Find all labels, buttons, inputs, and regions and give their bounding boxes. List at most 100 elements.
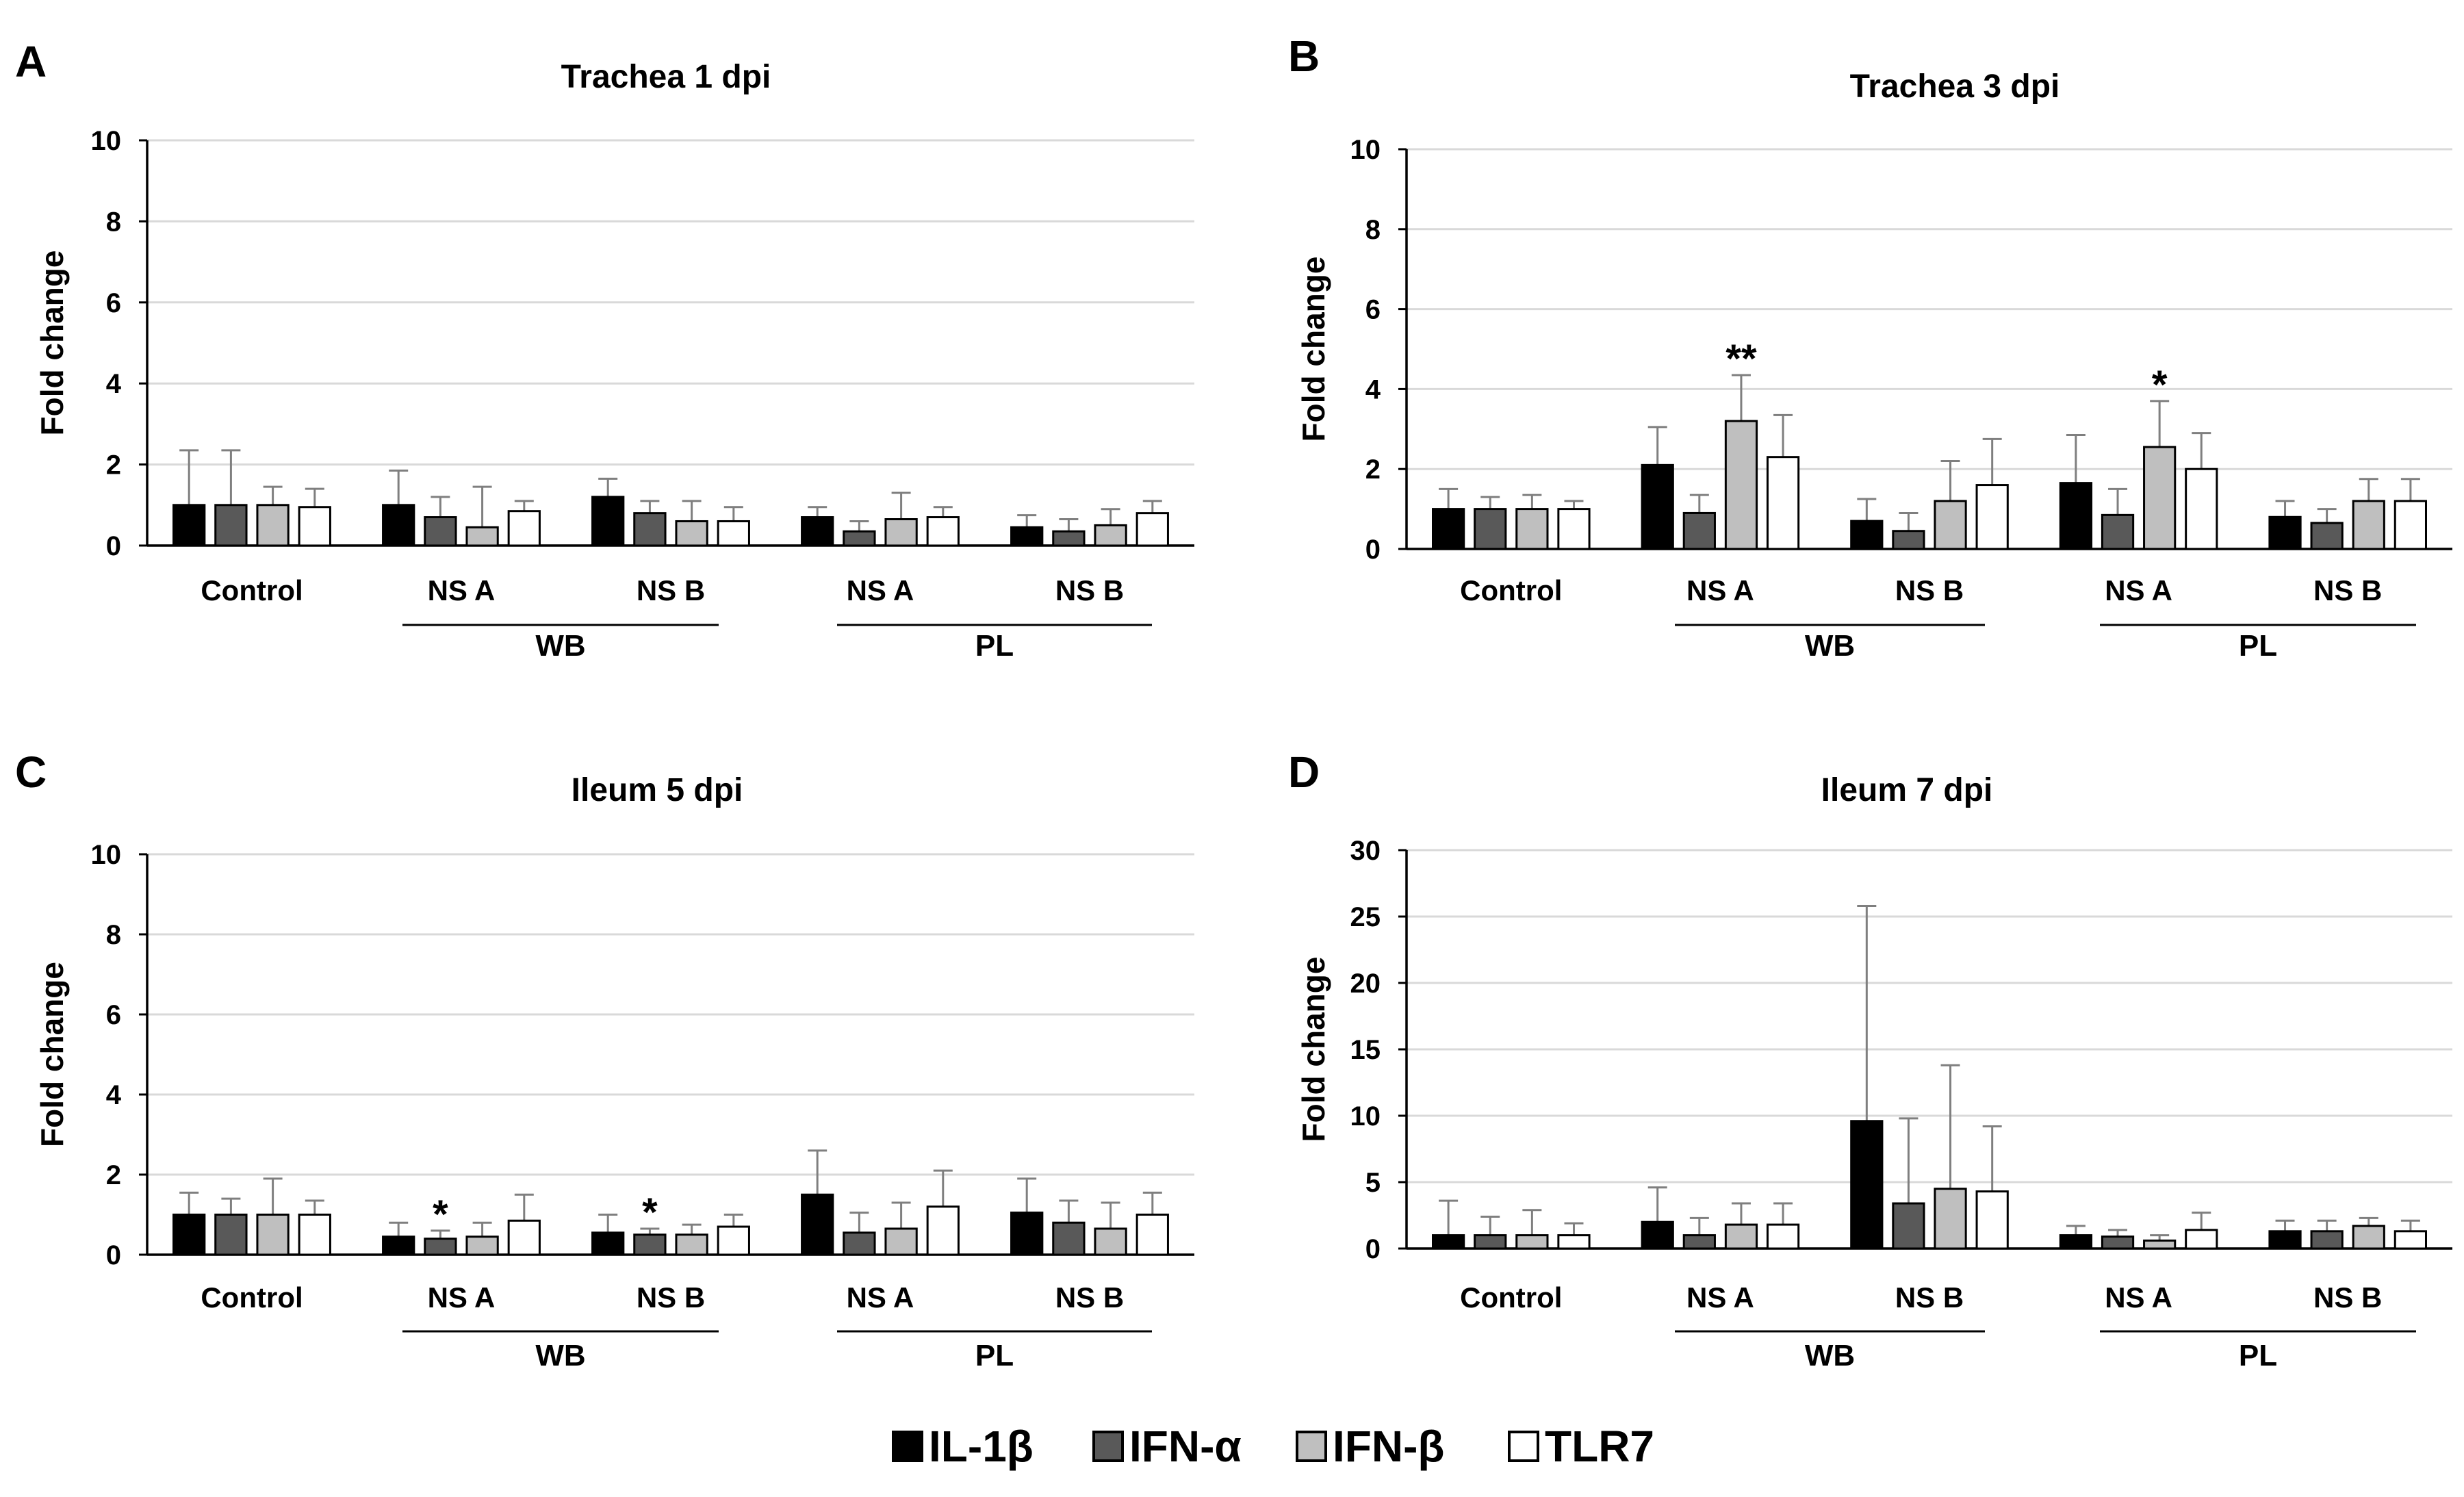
y-tick-label: 15	[1350, 1035, 1381, 1065]
significance-marker: *	[2152, 363, 2168, 407]
bar	[1432, 508, 1465, 550]
bar	[1010, 1212, 1044, 1256]
bar	[843, 1231, 876, 1256]
panel-letter: C	[15, 747, 47, 797]
bar	[1850, 1120, 1884, 1250]
legend-label: IFN-β	[1333, 1422, 1444, 1471]
x-tick-label: NS B	[1055, 574, 1124, 606]
x-tick-label: NS B	[2313, 574, 2382, 606]
bar	[1766, 1223, 1800, 1250]
bar	[1094, 1227, 1127, 1256]
bar	[214, 504, 248, 547]
bar	[1557, 1234, 1591, 1250]
bar	[1724, 420, 1758, 550]
legend-label: IL-1β	[929, 1422, 1034, 1471]
bar	[256, 504, 290, 547]
x-tick-label: NS B	[1895, 574, 1964, 606]
panel-b: B Trachea 3 dpi 0 2 4 6 8 10 Fold change Control N…	[1288, 31, 2452, 663]
x-tick-label: NS B	[637, 574, 705, 606]
bar	[1515, 508, 1549, 550]
bar	[801, 1193, 834, 1256]
y-tick-label: 10	[1350, 1101, 1381, 1131]
chart-title: Trachea 1 dpi	[561, 59, 771, 95]
bar	[2394, 1230, 2427, 1250]
panel-a: A Trachea 1 dpi 0 2 4 6 8 10 Fold change Control N…	[15, 37, 1194, 663]
y-axis-label: Fold change	[1296, 957, 1331, 1142]
y-tick-label: 30	[1350, 836, 1381, 866]
bar	[2310, 522, 2344, 550]
y-tick-label: 5	[1365, 1168, 1381, 1198]
y-tick-label: 4	[106, 1080, 122, 1110]
panel-letter: D	[1288, 747, 1320, 797]
bar	[214, 1214, 248, 1256]
x-tick-label: NS B	[2313, 1281, 2382, 1314]
bar	[2352, 1225, 2385, 1250]
legend: IL-1β IFN-α IFN-β TLR7	[892, 1422, 1654, 1471]
bar	[591, 496, 625, 547]
bar	[1975, 484, 2009, 550]
bar	[1135, 1214, 1169, 1256]
bar	[507, 510, 541, 547]
panel-d: D Ileum 7 dpi 0 5 10 15 20 25 30 Fold change Contr…	[1288, 747, 2452, 1372]
x-tick-label: NS A	[2105, 1281, 2172, 1314]
legend-swatch	[1296, 1431, 1327, 1462]
bar	[1557, 508, 1591, 550]
x-tick-label: NS A	[428, 1281, 496, 1314]
bar	[926, 1205, 960, 1256]
significance-marker: *	[642, 1190, 658, 1235]
group-label: PL	[2239, 1339, 2277, 1372]
y-tick-label: 0	[106, 531, 121, 561]
group-label: WB	[535, 629, 585, 663]
bar	[1682, 1234, 1716, 1250]
bar	[633, 1233, 667, 1256]
bar	[1682, 511, 1716, 550]
y-tick-label: 4	[1365, 374, 1381, 405]
bar	[1010, 526, 1044, 547]
legend-label: IFN-α	[1129, 1422, 1242, 1471]
bar	[465, 1236, 499, 1256]
bar	[2185, 468, 2218, 550]
group-label: WB	[535, 1339, 585, 1372]
bar	[1474, 1234, 1507, 1250]
group-label: PL	[975, 1339, 1014, 1372]
x-tick-label: NS A	[847, 1281, 914, 1314]
chart-title: Ileum 5 dpi	[572, 772, 743, 808]
bar	[1934, 500, 1967, 550]
x-tick-label: NS B	[1895, 1281, 1964, 1314]
x-tick-label: Control	[201, 1281, 303, 1314]
legend-label: TLR7	[1545, 1422, 1654, 1471]
x-tick-label: NS B	[637, 1281, 705, 1314]
bar	[2143, 1239, 2177, 1250]
bar	[1766, 456, 1800, 550]
bar	[424, 1238, 457, 1256]
y-tick-label: 25	[1350, 902, 1381, 932]
bar	[926, 516, 960, 547]
bar	[1641, 1220, 1674, 1250]
legend-swatch	[892, 1431, 923, 1462]
y-tick-label: 10	[91, 840, 122, 870]
bar	[801, 516, 834, 547]
significance-marker: **	[1725, 337, 1757, 381]
bar	[1934, 1188, 1967, 1250]
bar	[2143, 446, 2177, 550]
bar	[633, 512, 667, 547]
y-tick-label: 8	[106, 920, 121, 950]
bar	[2394, 500, 2427, 550]
bar	[172, 504, 206, 547]
y-axis-label: Fold change	[34, 962, 70, 1147]
y-tick-label: 0	[1365, 1234, 1381, 1264]
bar	[2310, 1230, 2344, 1250]
group-label: WB	[1805, 629, 1855, 663]
panel-letter: B	[1288, 31, 1320, 81]
bar	[2101, 513, 2135, 550]
y-tick-label: 8	[1365, 215, 1381, 245]
y-tick-label: 10	[1350, 135, 1381, 165]
bar	[1641, 463, 1674, 550]
bar	[1975, 1190, 2009, 1250]
x-tick-label: NS B	[1055, 1281, 1124, 1314]
bar	[2101, 1236, 2135, 1250]
bar	[675, 1233, 708, 1256]
bar	[1892, 530, 1925, 550]
y-axis-label: Fold change	[1296, 257, 1331, 442]
